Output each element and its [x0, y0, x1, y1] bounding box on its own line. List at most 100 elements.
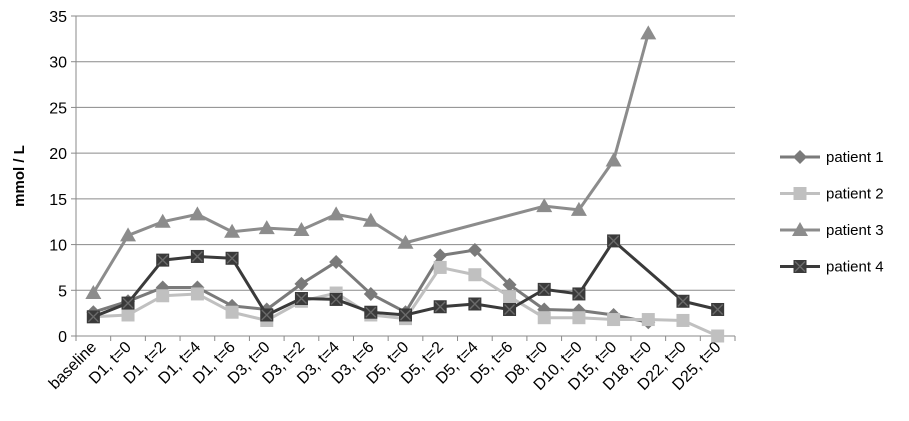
series-patient-4 [86, 234, 725, 324]
y-tick-label: 25 [49, 100, 67, 117]
data-point [86, 310, 100, 324]
marker-cross [538, 283, 550, 295]
data-point [224, 223, 241, 238]
data-point [676, 294, 690, 308]
marker-cross [573, 288, 585, 300]
data-point [260, 308, 274, 322]
marker-cross [469, 298, 481, 310]
data-point [154, 213, 171, 228]
data-point [605, 152, 622, 167]
data-point [607, 313, 621, 327]
legend-marker [792, 222, 808, 236]
data-point [572, 287, 586, 301]
series-patient-2 [86, 260, 725, 343]
data-point [156, 253, 170, 267]
marker-cross [330, 293, 342, 305]
data-point [363, 286, 378, 301]
y-tick-label: 30 [49, 55, 67, 72]
legend-item-patient-2: patient 2 [780, 186, 884, 203]
data-point [362, 212, 379, 227]
legend-label: patient 3 [826, 222, 884, 239]
series-line [93, 265, 719, 338]
legend-marker [793, 260, 807, 273]
data-point [190, 249, 204, 263]
marker-cross [191, 250, 203, 262]
data-point [641, 313, 655, 327]
data-point [156, 289, 170, 303]
marker-cross [87, 311, 99, 323]
y-tick-label: 15 [49, 192, 67, 209]
marker-cross [226, 252, 238, 264]
data-point [537, 282, 551, 296]
data-point [676, 313, 690, 327]
marker-cross [434, 301, 446, 313]
data-point [503, 302, 517, 316]
data-point [329, 292, 343, 306]
data-point [536, 198, 553, 213]
data-point [537, 311, 551, 325]
legend-label: patient 1 [826, 149, 884, 166]
marker-cross [261, 309, 273, 321]
marker-cross [157, 254, 169, 266]
data-point [121, 296, 135, 310]
data-point [711, 302, 725, 316]
data-point [433, 300, 447, 314]
legend-label: patient 2 [826, 186, 884, 203]
data-point [503, 290, 517, 304]
legend-item-patient-3: patient 3 [780, 222, 884, 239]
data-point [120, 227, 137, 242]
y-tick-label: 0 [58, 329, 67, 346]
data-point [364, 305, 378, 319]
legend-item-patient-4: patient 4 [780, 259, 884, 276]
x-tick-label: baseline [46, 339, 100, 393]
data-point [329, 254, 344, 269]
data-point [293, 221, 310, 236]
series-patient-3 [85, 25, 657, 300]
data-point [225, 251, 239, 265]
data-point [189, 206, 206, 221]
data-point [294, 276, 309, 291]
legend-marker [793, 187, 807, 200]
marker-cross [712, 303, 724, 315]
data-point [433, 248, 448, 263]
data-point [328, 206, 345, 221]
data-point [190, 287, 204, 301]
data-point [607, 234, 621, 248]
series-group [85, 25, 725, 343]
marker-cross [365, 306, 377, 318]
data-point [225, 305, 239, 319]
series-line [92, 32, 650, 294]
y-tick-label: 35 [49, 9, 67, 26]
marker-cross [677, 295, 689, 307]
legend-marker [793, 150, 807, 164]
y-tick-label: 20 [49, 146, 67, 163]
marker-cross [608, 235, 620, 247]
legend-label: patient 4 [826, 259, 884, 276]
data-point [502, 277, 517, 292]
data-point [397, 234, 414, 249]
data-point [468, 297, 482, 311]
data-point [399, 308, 412, 322]
data-point [294, 292, 308, 306]
legend: patient 1 patient 2 patient 3 patient 4 [780, 149, 884, 276]
data-point [467, 243, 482, 258]
y-tick-labels: 0 5 10 15 20 25 30 35 [49, 9, 67, 346]
data-point [258, 220, 275, 235]
legend-item-patient-1: patient 1 [780, 149, 884, 166]
data-point [711, 329, 725, 343]
gridlines [76, 15, 735, 291]
data-point [570, 201, 587, 216]
data-point [572, 311, 586, 325]
y-tick-label: 10 [49, 238, 67, 255]
data-point [433, 260, 447, 274]
marker-cross [504, 303, 516, 315]
marker-cross [122, 297, 134, 309]
data-point [85, 285, 102, 300]
y-axis-label: mmol / L [11, 145, 28, 207]
data-point [640, 25, 657, 40]
marker-cross [295, 293, 307, 305]
marker-cross [794, 261, 806, 272]
data-point [468, 268, 482, 282]
